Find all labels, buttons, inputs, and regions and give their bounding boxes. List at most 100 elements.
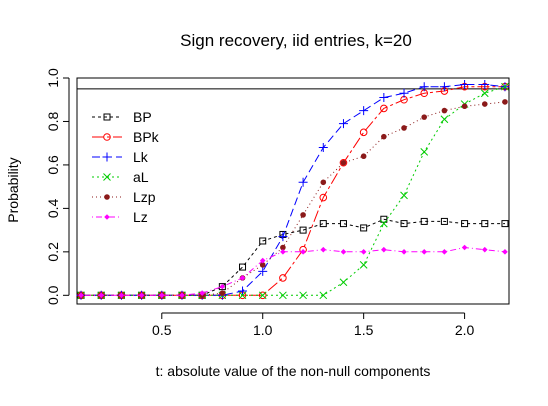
data-point-lz (300, 249, 306, 255)
data-point-al (238, 291, 247, 300)
data-point-bp (218, 283, 226, 291)
data-point-al (400, 191, 408, 200)
legend-marker-al (103, 173, 111, 181)
y-tick-label: 0.6 (45, 155, 61, 175)
data-point-lz (421, 249, 428, 255)
data-point-lzp (340, 159, 347, 166)
legend-marker-lk (102, 152, 112, 162)
data-point-al (299, 291, 307, 300)
data-point-bp (481, 220, 489, 228)
data-point-lz (259, 257, 266, 264)
data-point-bp (259, 237, 267, 245)
data-point-lz (481, 246, 488, 253)
data-point-lzp (441, 107, 448, 114)
data-point-lzp (280, 244, 286, 251)
data-point-lz (158, 292, 165, 299)
data-point-lz (78, 292, 84, 299)
data-point-lzp (320, 179, 327, 186)
series-line-lk (81, 84, 506, 296)
data-point-lk (379, 93, 389, 103)
series-layer (76, 80, 510, 300)
data-point-al (258, 291, 267, 300)
data-point-lz (239, 275, 246, 281)
legend-label-al: aL (133, 169, 149, 185)
data-point-lk (359, 106, 369, 116)
legend-item-lz: Lz (92, 209, 148, 225)
legend-item-bpk: BPk (92, 129, 160, 145)
data-point-bpk (279, 274, 287, 282)
data-point-lz (98, 292, 105, 299)
y-tick-label: 0.8 (45, 112, 61, 132)
data-point-lk (399, 88, 409, 98)
data-point-lz (280, 249, 286, 255)
legend-item-bp: BP (92, 109, 152, 125)
data-point-lzp (219, 290, 226, 296)
data-point-lz (441, 249, 448, 255)
legend-item-al: aL (92, 169, 149, 185)
data-point-lz (219, 283, 226, 290)
chart-title: Sign recovery, iid entries, k=20 (180, 31, 412, 50)
data-point-bp (299, 226, 307, 234)
legend-label-lz: Lz (133, 209, 148, 225)
data-point-al (480, 89, 489, 98)
data-point-lk (419, 82, 429, 92)
series-line-lz (81, 246, 506, 296)
legend-label-bp: BP (133, 109, 152, 125)
data-point-bpk (319, 193, 328, 202)
series-line-lzp (81, 101, 506, 296)
data-point-lz (461, 244, 468, 251)
data-point-lk (298, 177, 308, 187)
data-point-al (420, 148, 429, 156)
x-axis-label: t: absolute value of the non-null compon… (156, 363, 431, 379)
legend-marker-lz (104, 214, 110, 220)
data-point-lzp (502, 99, 508, 105)
data-point-lzp (259, 262, 266, 268)
x-tick-label: 2.0 (455, 322, 475, 338)
data-point-lk (439, 82, 449, 92)
data-point-lz (381, 246, 387, 253)
data-point-bp (440, 217, 448, 225)
series-lz (78, 244, 508, 299)
data-point-lz (199, 290, 205, 296)
data-point-bp (501, 220, 509, 228)
data-point-al (279, 291, 287, 300)
data-point-lzp (481, 101, 488, 107)
legend-item-lk: Lk (92, 149, 149, 165)
data-point-lz (138, 292, 145, 299)
data-point-lk (480, 80, 490, 90)
x-tick-label: 1.0 (253, 322, 273, 338)
x-tick-label: 0.5 (152, 322, 172, 338)
data-point-lz (179, 292, 185, 299)
data-point-al (440, 115, 449, 124)
legend-marker-bpk (103, 133, 111, 141)
data-point-bpk (339, 158, 348, 167)
axes: 0.5 1.0 1.5 2.0 0.0 0.2 0.4 0.6 0.8 1.0 (45, 68, 510, 338)
data-point-al (379, 219, 388, 228)
series-bp (77, 215, 509, 299)
data-point-al (339, 278, 348, 287)
data-point-lk (318, 143, 328, 153)
data-point-lz (340, 249, 347, 255)
y-tick-label: 0.4 (45, 198, 61, 218)
y-tick-label: 0.0 (45, 285, 61, 305)
y-tick-label: 0.2 (45, 242, 61, 262)
data-point-lzp (421, 114, 428, 120)
data-point-lzp (300, 212, 306, 218)
legend-label-bpk: BPk (133, 129, 160, 145)
data-point-bpk (380, 104, 388, 113)
data-point-bp (380, 215, 388, 223)
data-point-lzp (381, 133, 387, 140)
legend-item-lzp: Lzp (92, 189, 156, 205)
y-tick-label: 1.0 (45, 68, 61, 88)
legend-label-lzp: Lzp (133, 189, 156, 205)
data-point-lk (238, 286, 248, 296)
data-point-bp (420, 217, 428, 225)
data-point-lk (278, 232, 288, 242)
data-point-lz (401, 249, 407, 255)
legend-marker-lzp (104, 194, 110, 200)
legend-marker-bp (103, 113, 111, 121)
x-tick-label: 1.5 (354, 322, 374, 338)
data-point-bp (400, 220, 408, 228)
data-point-lz (360, 249, 367, 255)
